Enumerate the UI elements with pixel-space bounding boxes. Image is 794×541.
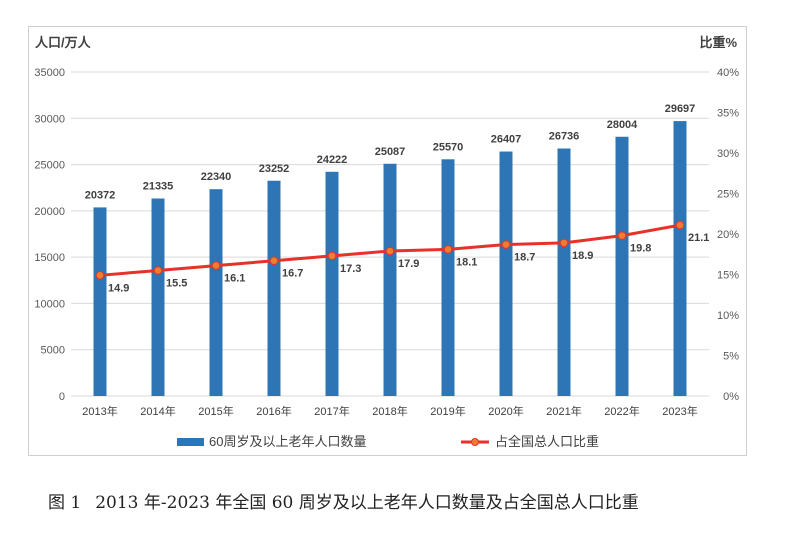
figure-number: 图 1 [48, 493, 82, 513]
ratio-point [559, 238, 569, 248]
ratio-point [443, 245, 453, 254]
x-tick-label: 2020年 [488, 404, 523, 418]
y-left-tick-label: 0 [59, 391, 65, 403]
bar [93, 207, 107, 396]
x-tick-label: 2014年 [140, 404, 175, 418]
bar-value-label: 25087 [375, 146, 406, 158]
bar-value-label: 26407 [491, 134, 522, 146]
x-tick-label: 2021年 [546, 404, 581, 418]
line-layer [95, 220, 685, 280]
bar [441, 159, 455, 396]
y-right-tick-label: 0% [723, 391, 739, 403]
y-left-tick-label: 10000 [34, 298, 65, 310]
left-axis-title: 人口/万人 [35, 35, 92, 50]
bar [673, 121, 687, 396]
y-right-tick-label: 5% [723, 351, 739, 363]
y-left-tick-label: 20000 [34, 206, 65, 218]
y-right-tick-label: 15% [717, 270, 739, 282]
bar [383, 163, 397, 396]
figure-caption-text: 2013 年-2023 年全国 60 周岁及以上老年人口数量及占全国总人口比重 [95, 493, 639, 513]
chart-frame: 35000 30000 25000 20000 15000 10000 5000 0 40% 35… [28, 26, 747, 456]
ratio-point [211, 261, 221, 270]
bar-value-label: 29697 [665, 103, 696, 115]
y-right-tick-label: 10% [717, 310, 739, 322]
ratio-point [327, 251, 337, 261]
ratio-point [269, 256, 279, 266]
ratio-value-label: 17.9 [398, 258, 419, 270]
bar-value-label: 28004 [607, 119, 638, 131]
y-left-tick-label: 25000 [34, 160, 65, 172]
y-right-tick-label: 30% [717, 148, 739, 160]
bar-value-label: 23252 [259, 163, 290, 175]
x-tick-label: 2019年 [430, 404, 465, 418]
x-tick-label: 2016年 [256, 404, 291, 418]
ratio-value-label: 16.1 [224, 273, 245, 285]
label-layer: 35000 30000 25000 20000 15000 10000 5000 0 40% 35… [34, 67, 739, 418]
legend-line-label: 占全国总人口比重 [495, 434, 599, 449]
ratio-value-label: 19.8 [630, 243, 651, 255]
ratio-value-label: 18.1 [456, 256, 477, 268]
ratio-value-label: 16.7 [282, 268, 303, 280]
legend: 60周岁及以上老年人口数量 占全国总人口比重 [177, 434, 599, 449]
y-left-tick-label: 5000 [41, 345, 65, 357]
y-left-tick-label: 15000 [34, 252, 65, 264]
right-axis-title: 比重% [699, 35, 737, 50]
y-left-tick-label: 30000 [34, 113, 65, 125]
y-left-tick-label: 35000 [34, 67, 65, 79]
bar [151, 198, 165, 396]
ratio-value-label: 15.5 [166, 277, 187, 289]
x-tick-label: 2018年 [372, 404, 407, 418]
ratio-value-label: 18.7 [514, 252, 535, 264]
bar [615, 136, 629, 396]
ratio-value-label: 17.3 [340, 263, 361, 275]
bar-value-label: 20372 [85, 189, 116, 201]
bar [325, 171, 339, 396]
bar-value-label: 26736 [549, 131, 580, 143]
legend-line-marker [471, 438, 479, 446]
ratio-point [501, 240, 511, 249]
ratio-point [617, 231, 627, 240]
x-tick-label: 2022年 [604, 404, 639, 418]
y-right-tick-label: 25% [717, 189, 739, 201]
ratio-point [153, 266, 163, 275]
x-tick-label: 2013年 [82, 404, 117, 418]
bar-value-label: 25570 [433, 141, 464, 153]
ratio-value-label: 21.1 [688, 232, 709, 244]
ratio-point [95, 271, 105, 280]
bar [209, 189, 223, 396]
bar-value-label: 24222 [317, 154, 348, 166]
bar-value-label: 22340 [201, 171, 232, 183]
ratio-value-label: 14.9 [108, 282, 129, 294]
legend-bar-swatch [177, 438, 204, 446]
y-right-tick-label: 20% [717, 229, 739, 241]
x-tick-label: 2017年 [314, 404, 349, 418]
y-right-tick-label: 35% [717, 108, 739, 120]
bar-value-label: 21335 [143, 180, 174, 192]
bar [557, 148, 571, 396]
ratio-value-label: 18.9 [572, 250, 593, 262]
x-tick-label: 2023年 [662, 404, 697, 418]
bar [499, 151, 513, 396]
ratio-point [385, 246, 395, 256]
x-tick-label: 2015年 [198, 404, 233, 418]
figure-caption: 图 1 2013 年-2023 年全国 60 周岁及以上老年人口数量及占全国总人口… [0, 488, 794, 513]
bar [267, 180, 281, 396]
ratio-point [675, 220, 685, 230]
bar-layer [93, 121, 687, 396]
legend-bar-label: 60周岁及以上老年人口数量 [209, 434, 366, 449]
y-right-tick-label: 40% [717, 67, 739, 79]
combo-chart: 35000 30000 25000 20000 15000 10000 5000 0 40% 35… [34, 35, 739, 449]
